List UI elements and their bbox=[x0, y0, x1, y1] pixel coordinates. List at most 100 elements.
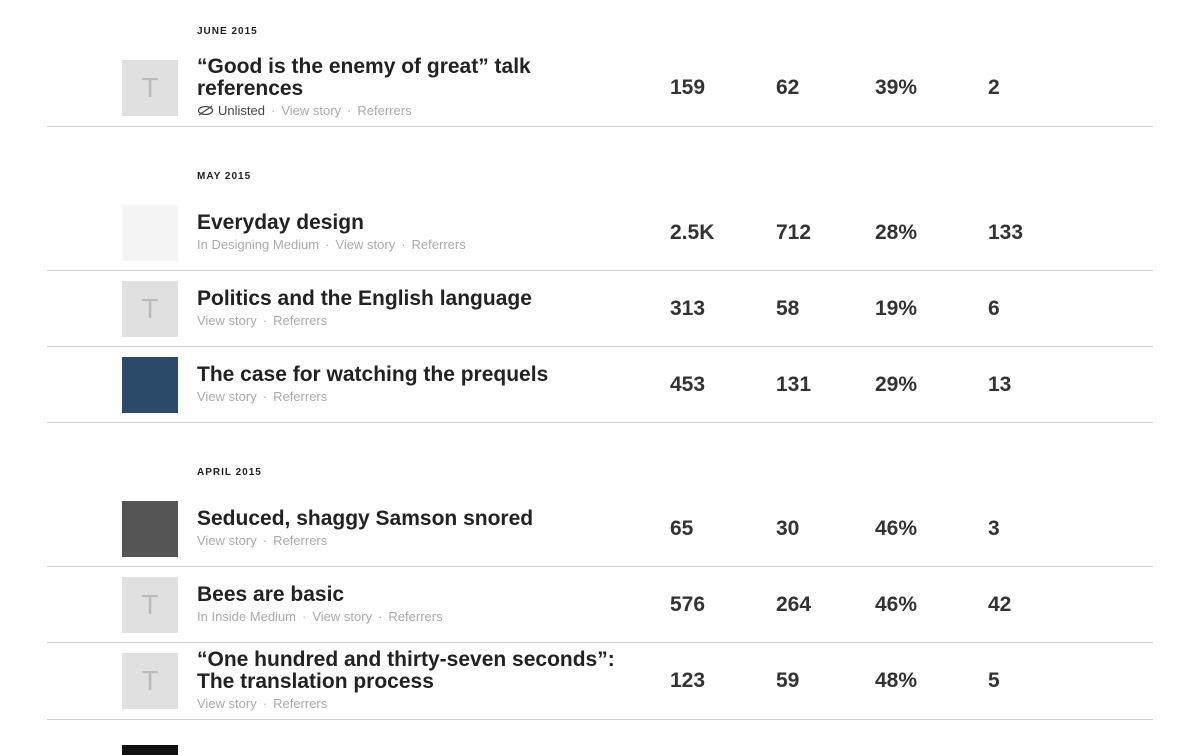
meta-link[interactable]: View story bbox=[197, 696, 257, 711]
meta-link[interactable]: In Designing Medium bbox=[197, 236, 320, 252]
month-section: MAY 2015 Everyday design In Designing Medi… bbox=[0, 127, 1200, 423]
stat-value: 65 bbox=[670, 516, 694, 540]
separator: · bbox=[262, 532, 268, 548]
story-info: “Good is the enemy of great” talk refere… bbox=[197, 56, 617, 120]
thumbnail-image bbox=[122, 356, 178, 413]
meta-link[interactable]: In Inside Medium bbox=[197, 608, 296, 624]
meta-link[interactable]: View story bbox=[335, 236, 396, 252]
separator: · bbox=[401, 236, 406, 252]
stat-value: 42 bbox=[988, 592, 1012, 616]
story-title[interactable]: Seduced, shaggy Samson snored bbox=[197, 506, 534, 530]
stat-value: 46% bbox=[875, 592, 918, 616]
meta-link[interactable]: Referrers bbox=[388, 608, 443, 624]
stat-value: 453 bbox=[670, 372, 706, 396]
stat-value: 159 bbox=[670, 76, 706, 99]
story-info: Seduced, shaggy Samson snored View story ·… bbox=[197, 506, 617, 550]
meta-link[interactable]: Referrers bbox=[357, 103, 412, 118]
separator: · bbox=[302, 608, 307, 624]
separator: · bbox=[270, 103, 276, 118]
story-title[interactable]: Politics and the English language bbox=[197, 286, 532, 310]
separator: · bbox=[347, 103, 352, 118]
separator: · bbox=[262, 696, 268, 711]
stat-value: 264 bbox=[776, 592, 812, 616]
meta-link[interactable]: Referrers bbox=[411, 236, 466, 252]
story-info: Politics and the English language View st… bbox=[197, 286, 617, 330]
stat-value: 62 bbox=[776, 76, 800, 99]
separator: · bbox=[325, 236, 330, 252]
thumbnail-image bbox=[122, 204, 178, 261]
stat-value: 48% bbox=[875, 669, 918, 692]
month-label: JUNE 2015 bbox=[197, 26, 258, 37]
stat-value: 58 bbox=[776, 296, 800, 320]
stat-value: 13 bbox=[988, 372, 1012, 396]
stat-value: 2.5K bbox=[670, 220, 715, 244]
meta-link[interactable]: Referrers bbox=[273, 312, 328, 328]
story-title[interactable]: Everyday design bbox=[197, 210, 364, 234]
meta-link[interactable]: View story bbox=[197, 388, 257, 404]
month-label: MAY 2015 bbox=[197, 171, 252, 182]
story-title[interactable]: Bees are basic bbox=[197, 582, 345, 606]
partial-thumb bbox=[122, 745, 178, 755]
stat-value: 576 bbox=[670, 592, 706, 616]
month-section: JUNE 2015 T “Good is the enemy of great” t… bbox=[0, 0, 1200, 127]
meta-link[interactable]: View story bbox=[281, 103, 342, 118]
story-info: Bees are basic In Inside Medium · View stor… bbox=[197, 582, 617, 626]
meta-link[interactable]: View story bbox=[197, 312, 257, 328]
story-row: The case for watching the prequels View s… bbox=[47, 347, 1153, 423]
separator: · bbox=[378, 608, 383, 624]
story-row: T “One hundred and thirty-seven seconds”:… bbox=[47, 643, 1153, 720]
story-list: JUNE 2015 T “Good is the enemy of great” t… bbox=[0, 0, 1200, 720]
stat-value: 39% bbox=[875, 76, 918, 99]
stat-value: 2 bbox=[988, 76, 1000, 99]
stat-value: 29% bbox=[875, 372, 918, 396]
meta-link[interactable]: View story bbox=[197, 532, 257, 548]
stat-value: 46% bbox=[875, 516, 918, 540]
meta-link[interactable]: View story bbox=[312, 608, 373, 624]
story-row: Everyday design In Designing Medium · View … bbox=[47, 195, 1153, 271]
story-info: Everyday design In Designing Medium · View … bbox=[197, 210, 617, 254]
stat-value: 133 bbox=[988, 220, 1024, 244]
stat-value: 28% bbox=[875, 220, 918, 244]
stat-value: 59 bbox=[776, 669, 800, 692]
thumbnail: T bbox=[122, 653, 178, 709]
story-meta: View story · Referrers bbox=[197, 532, 617, 550]
story-meta: In Designing Medium · View story · Referrers bbox=[197, 236, 617, 254]
separator: · bbox=[262, 388, 268, 404]
stat-value: 5 bbox=[988, 669, 1000, 692]
stat-value: 6 bbox=[988, 296, 1000, 320]
story-row: T Bees are basic In Inside Medium · View sto… bbox=[47, 567, 1153, 643]
stat-value: 712 bbox=[776, 220, 812, 244]
story-title[interactable]: “One hundred and thirty-seven seconds”: … bbox=[197, 648, 615, 693]
thumbnail: T bbox=[122, 60, 178, 116]
story-title[interactable]: “Good is the enemy of great” talk refere… bbox=[197, 55, 531, 100]
thumbnail: T bbox=[122, 280, 178, 337]
thumbnail-image bbox=[122, 500, 178, 557]
story-row: T “Good is the enemy of great” talk refer… bbox=[47, 50, 1153, 127]
story-meta: In Inside Medium · View story · Referrers bbox=[197, 608, 617, 626]
unlisted-icon bbox=[197, 105, 214, 116]
story-meta: View story · Referrers bbox=[197, 388, 617, 406]
stat-value: 3 bbox=[988, 516, 1000, 540]
stat-value: 313 bbox=[670, 296, 706, 320]
story-info: “One hundred and thirty-seven seconds”: … bbox=[197, 649, 617, 713]
story-info: The case for watching the prequels View s… bbox=[197, 362, 617, 406]
thumbnail: T bbox=[122, 576, 178, 633]
story-row: Seduced, shaggy Samson snored View story ·… bbox=[47, 491, 1153, 567]
meta-link[interactable]: Referrers bbox=[273, 696, 328, 711]
status: Unlisted bbox=[218, 103, 265, 118]
stat-value: 123 bbox=[670, 669, 706, 692]
meta-link[interactable]: Referrers bbox=[273, 532, 328, 548]
month-section: APRIL 2015 Seduced, shaggy Samson snored V… bbox=[0, 423, 1200, 720]
month-label: APRIL 2015 bbox=[197, 467, 262, 478]
stat-value: 30 bbox=[776, 516, 800, 540]
meta-link[interactable]: Referrers bbox=[273, 388, 328, 404]
story-row: T Politics and the English language View s… bbox=[47, 271, 1153, 347]
separator: · bbox=[262, 312, 268, 328]
story-meta: Unlisted · View story · Referrers bbox=[197, 102, 617, 120]
story-meta: View story · Referrers bbox=[197, 312, 617, 330]
story-title[interactable]: The case for watching the prequels bbox=[197, 362, 549, 386]
stat-value: 131 bbox=[776, 372, 812, 396]
stat-value: 19% bbox=[875, 296, 918, 320]
story-meta: View story · Referrers bbox=[197, 695, 617, 713]
